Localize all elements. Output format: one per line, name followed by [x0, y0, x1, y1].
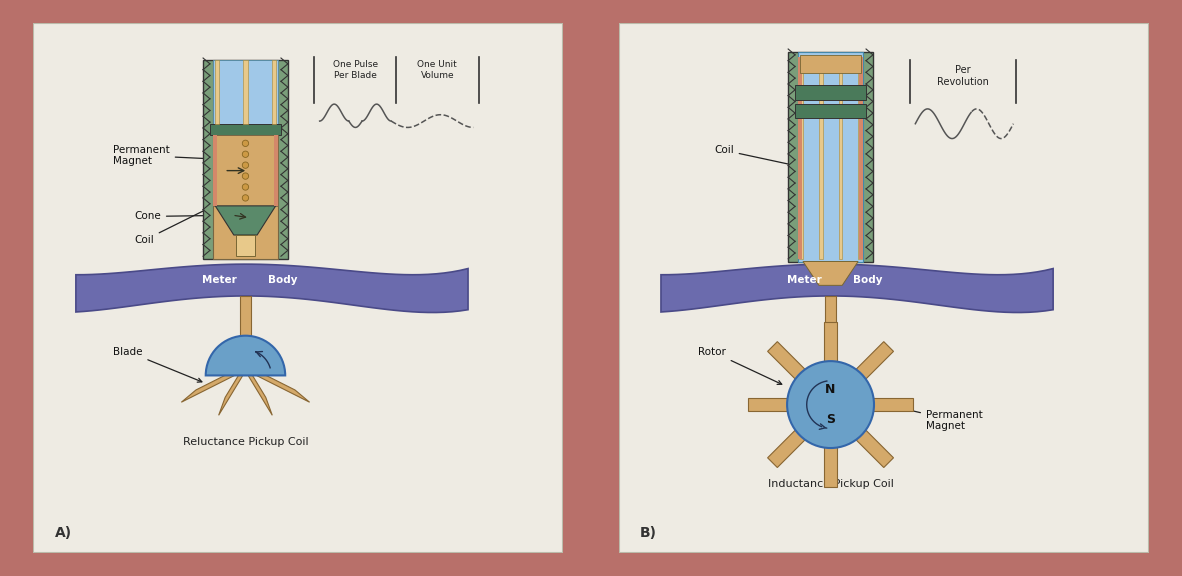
- Polygon shape: [661, 264, 1053, 313]
- Polygon shape: [803, 262, 858, 285]
- Polygon shape: [824, 404, 837, 487]
- Polygon shape: [767, 342, 836, 410]
- Circle shape: [787, 361, 873, 448]
- FancyBboxPatch shape: [33, 23, 564, 553]
- FancyBboxPatch shape: [798, 58, 803, 259]
- FancyBboxPatch shape: [213, 60, 278, 259]
- Polygon shape: [238, 361, 310, 402]
- Text: B): B): [639, 526, 657, 540]
- Polygon shape: [826, 342, 894, 410]
- FancyBboxPatch shape: [213, 135, 217, 206]
- FancyBboxPatch shape: [213, 60, 278, 124]
- Polygon shape: [215, 206, 275, 235]
- FancyBboxPatch shape: [838, 58, 843, 259]
- Polygon shape: [826, 400, 894, 468]
- FancyBboxPatch shape: [272, 60, 277, 124]
- Text: Blade: Blade: [113, 347, 202, 382]
- Text: Meter: Meter: [787, 275, 821, 285]
- FancyBboxPatch shape: [210, 124, 281, 135]
- FancyBboxPatch shape: [236, 235, 255, 256]
- FancyBboxPatch shape: [795, 85, 866, 100]
- Text: S: S: [826, 413, 834, 426]
- Text: One Unit
Volume: One Unit Volume: [417, 60, 457, 79]
- Circle shape: [242, 151, 248, 157]
- Text: Meter: Meter: [202, 275, 236, 285]
- Circle shape: [242, 173, 248, 179]
- FancyBboxPatch shape: [800, 55, 860, 73]
- Polygon shape: [748, 397, 831, 411]
- Polygon shape: [181, 361, 253, 402]
- Text: Coil: Coil: [714, 145, 818, 172]
- Polygon shape: [219, 358, 248, 415]
- Circle shape: [242, 140, 248, 146]
- Text: Coil: Coil: [135, 197, 232, 245]
- Circle shape: [242, 162, 248, 168]
- Polygon shape: [767, 400, 836, 468]
- FancyBboxPatch shape: [213, 135, 278, 206]
- FancyBboxPatch shape: [819, 58, 823, 259]
- FancyBboxPatch shape: [858, 58, 862, 259]
- FancyBboxPatch shape: [240, 296, 251, 376]
- FancyBboxPatch shape: [203, 60, 288, 259]
- Circle shape: [242, 195, 248, 201]
- FancyBboxPatch shape: [799, 58, 803, 259]
- Polygon shape: [242, 358, 272, 415]
- FancyBboxPatch shape: [618, 23, 1149, 553]
- Text: Reluctance Pickup Coil: Reluctance Pickup Coil: [183, 437, 309, 446]
- Text: Cone: Cone: [135, 211, 236, 221]
- Text: Body: Body: [853, 275, 883, 285]
- Text: Rotor: Rotor: [699, 347, 781, 384]
- Text: Body: Body: [268, 275, 298, 285]
- FancyBboxPatch shape: [825, 296, 836, 357]
- FancyBboxPatch shape: [795, 104, 866, 119]
- Text: Permanent
Magnet: Permanent Magnet: [878, 402, 982, 431]
- Text: A): A): [54, 526, 72, 540]
- Polygon shape: [76, 264, 468, 313]
- Text: Permanent
Magnet: Permanent Magnet: [113, 145, 233, 166]
- Text: One Pulse
Per Blade: One Pulse Per Blade: [332, 60, 378, 79]
- Polygon shape: [831, 397, 913, 411]
- FancyBboxPatch shape: [215, 60, 219, 124]
- FancyBboxPatch shape: [273, 135, 278, 206]
- Text: Per
Revolution: Per Revolution: [937, 66, 989, 87]
- FancyBboxPatch shape: [858, 58, 863, 259]
- Circle shape: [242, 184, 248, 190]
- FancyBboxPatch shape: [788, 52, 873, 262]
- FancyBboxPatch shape: [798, 52, 863, 262]
- FancyBboxPatch shape: [243, 60, 247, 124]
- Wedge shape: [206, 336, 285, 376]
- Text: N: N: [825, 383, 836, 396]
- Polygon shape: [824, 323, 837, 404]
- Text: Inductance Pickup Coil: Inductance Pickup Coil: [767, 479, 894, 489]
